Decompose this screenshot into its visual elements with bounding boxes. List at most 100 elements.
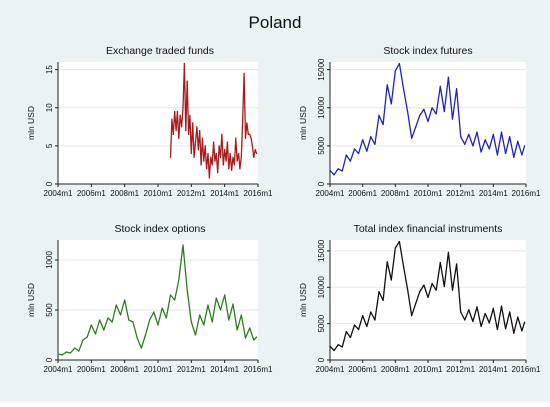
data-point [90, 324, 92, 326]
data-point [201, 137, 204, 139]
data-point [435, 289, 437, 291]
data-point [484, 139, 486, 141]
data-point [253, 339, 255, 341]
data-point [411, 315, 413, 317]
data-point [345, 154, 347, 156]
chart-panel-2: Stock index futures 0 5000 10000 15000 2004m1… [298, 45, 541, 198]
data-point [182, 244, 184, 246]
data-point [187, 133, 190, 136]
data-point [69, 352, 72, 354]
data-point [521, 154, 523, 156]
data-point [513, 156, 515, 158]
data-point [398, 62, 401, 65]
data-point [140, 347, 142, 349]
data-point [199, 314, 201, 316]
x-tick-label: 2008m1 [110, 189, 139, 198]
data-point [190, 152, 192, 155]
y-tick-label: 10000 [317, 96, 326, 119]
data-point [157, 324, 159, 326]
data-point [439, 85, 441, 87]
data-point [132, 321, 134, 323]
data-point [419, 114, 421, 116]
data-point [203, 324, 205, 326]
data-point [329, 169, 331, 171]
data-point [353, 148, 356, 150]
data-point [349, 336, 352, 339]
data-point [207, 304, 209, 306]
data-point [161, 307, 163, 309]
data-point [374, 319, 376, 321]
data-point [451, 118, 454, 120]
data-point [239, 168, 241, 170]
x-tick-label: 2012m1 [177, 189, 206, 198]
data-point [240, 314, 242, 316]
data-point [165, 317, 167, 319]
data-point [249, 327, 251, 329]
data-point [78, 350, 80, 352]
data-point [204, 145, 206, 147]
data-point [496, 328, 499, 331]
data-point [357, 152, 360, 155]
data-point [171, 118, 173, 120]
y-tick-label: 15000 [317, 239, 326, 262]
data-point [211, 164, 213, 166]
data-point [185, 130, 187, 132]
data-point [500, 305, 503, 307]
x-tick-label: 2010m1 [144, 189, 173, 198]
data-point [455, 88, 458, 90]
data-point [443, 285, 445, 288]
x-tick-label: 2010m1 [144, 365, 173, 374]
y-tick-label: 0 [317, 181, 326, 186]
data-point [488, 148, 490, 150]
data-point [480, 151, 482, 153]
data-point [215, 297, 217, 299]
x-tick-label: 2012m1 [446, 365, 475, 374]
data-point [228, 168, 230, 170]
data-point [472, 320, 474, 323]
y-tick-label: 15000 [317, 58, 326, 81]
data-point [203, 160, 205, 162]
data-point [208, 177, 210, 179]
data-point [193, 156, 195, 158]
data-point [447, 76, 450, 78]
data-point [390, 279, 392, 281]
data-point [366, 150, 368, 152]
data-point [415, 126, 417, 128]
data-point [254, 149, 256, 151]
data-point [492, 307, 494, 309]
data-point [169, 156, 172, 158]
data-point [431, 107, 433, 109]
data-point [476, 131, 478, 133]
data-point [329, 345, 331, 347]
y-tick-label: 500 [45, 303, 54, 317]
data-point [99, 319, 101, 321]
data-point [207, 152, 209, 155]
x-tick-label: 2016m1 [512, 365, 541, 374]
y-tick-label: 0 [45, 357, 54, 362]
panel-title: Total index financial instruments [354, 223, 503, 235]
x-tick-label: 2008m1 [381, 365, 410, 374]
data-point [402, 265, 405, 267]
data-point [484, 312, 486, 315]
data-point [394, 247, 396, 249]
data-point [107, 317, 109, 319]
data-point [226, 141, 229, 143]
data-point [460, 136, 462, 138]
data-point [509, 311, 511, 313]
y-tick-label: 5000 [317, 136, 326, 154]
data-point [224, 294, 226, 296]
data-point [128, 319, 130, 321]
data-point [236, 329, 238, 331]
data-point [451, 289, 454, 291]
chart-panel-1: Exchange traded funds 0 5 10 15 2004m1 2006m1 2… [26, 45, 273, 198]
data-point [521, 330, 523, 332]
data-point [411, 137, 413, 139]
data-point [219, 309, 222, 311]
data-point [423, 284, 425, 286]
data-point [464, 319, 466, 321]
data-point [65, 351, 67, 353]
data-point [115, 304, 117, 306]
data-point [82, 339, 84, 341]
